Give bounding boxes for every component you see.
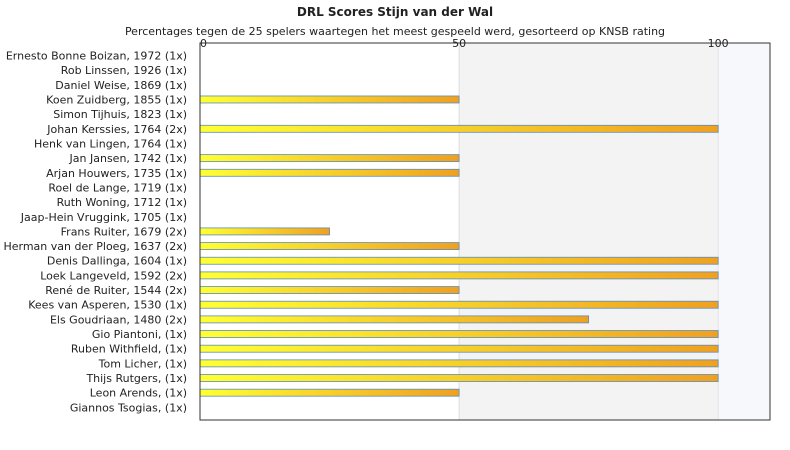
bar: [199, 227, 330, 236]
plot-frame: [199, 42, 771, 421]
category-label: Ruben Withfield, (1x): [71, 343, 187, 356]
chart-title: DRL Scores Stijn van der Wal: [296, 5, 494, 19]
plot-background: [458, 43, 770, 420]
category-label: Giannos Tsogias, (1x): [70, 401, 187, 414]
bar: [199, 168, 460, 177]
bar: [199, 242, 460, 250]
bar-group: [199, 95, 719, 397]
category-label: Loek Langeveld, 1592 (2x): [40, 269, 187, 282]
category-label: Henk van Lingen, 1764 (1x): [34, 137, 187, 150]
category-label: Daniel Weise, 1869 (1x): [55, 79, 187, 92]
bar: [199, 300, 719, 309]
bar: [199, 124, 719, 133]
category-label: Kees van Asperen, 1530 (1x): [28, 299, 187, 312]
bar: [199, 154, 460, 163]
category-label: Ruth Woning, 1712 (1x): [57, 196, 187, 209]
category-label: Denis Dallinga, 1604 (1x): [47, 255, 187, 268]
category-label: Thijs Rutgers, (1x): [85, 372, 187, 385]
category-label: Koen Zuidberg, 1855 (1x): [46, 93, 187, 106]
category-label: Ernesto Bonne Boizan, 1972 (1x): [6, 50, 187, 63]
band-100-110: [718, 43, 770, 420]
bar: [199, 315, 590, 324]
bar: [199, 359, 719, 368]
bar: [199, 388, 460, 397]
bar: [199, 271, 719, 280]
category-label: Jan Jansen, 1742 (1x): [69, 152, 187, 165]
category-labels: Ernesto Bonne Boizan, 1972 (1x)Rob Linss…: [3, 50, 187, 415]
category-label: Frans Ruiter, 1679 (2x): [61, 225, 187, 238]
chart-subtitle: Percentages tegen de 25 spelers waartege…: [124, 25, 666, 38]
band-50-100: [459, 43, 719, 420]
category-label: Gio Piantoni, (1x): [92, 328, 187, 341]
category-label: Leon Arends, (1x): [90, 387, 187, 400]
category-label: René de Ruiter, 1544 (2x): [45, 284, 187, 297]
category-label: Rob Linssen, 1926 (1x): [61, 64, 187, 77]
category-label: Tom Licher, (1x): [98, 357, 187, 370]
category-label: Roel de Lange, 1719 (1x): [48, 181, 187, 194]
category-label: Jaap-Hein Vruggink, 1705 (1x): [20, 211, 187, 224]
bar: [199, 95, 460, 104]
category-label: Els Goudriaan, 1480 (2x): [50, 313, 187, 326]
bar: [199, 374, 719, 382]
bar: [199, 256, 719, 265]
bar: [199, 330, 719, 338]
bar: [199, 344, 719, 353]
category-label: Herman van der Ploeg, 1637 (2x): [3, 240, 187, 253]
category-label: Simon Tijhuis, 1823 (1x): [53, 108, 187, 121]
category-label: Johan Kerssies, 1764 (2x): [46, 123, 187, 136]
category-label: Arjan Houwers, 1735 (1x): [46, 167, 187, 180]
bar: [199, 286, 460, 294]
